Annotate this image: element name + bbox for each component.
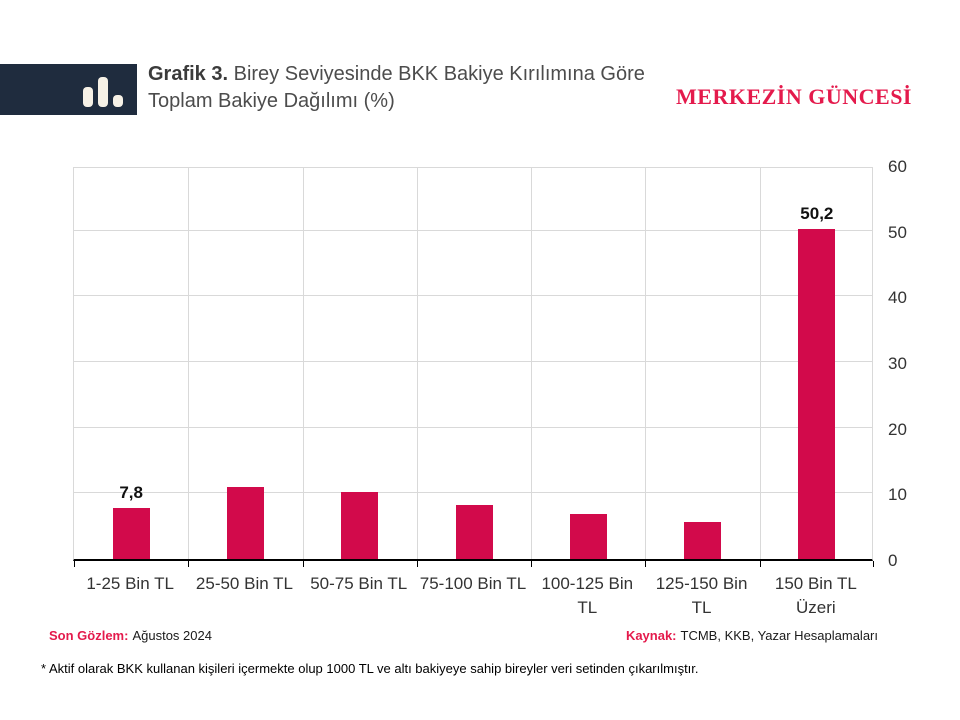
y-tick-label: 50 (888, 222, 907, 242)
x-tick-label: 125-150 Bin TL (655, 574, 748, 617)
gridline-vertical (759, 168, 761, 559)
logo-bar-medium (83, 87, 93, 107)
last-observation: Son Gözlem: Ağustos 2024 (49, 628, 212, 643)
x-tick-label: 150 Bin TL Üzeri (774, 574, 857, 617)
x-axis-tick (74, 561, 75, 567)
bar-chart-icon (83, 77, 123, 107)
last-observation-value: Ağustos 2024 (132, 628, 212, 643)
gridline-vertical (188, 168, 190, 559)
masthead-wordmark: MERKEZİN GÜNCESİ (676, 84, 912, 109)
x-axis-tick (188, 561, 190, 567)
source: Kaynak: TCMB, KKB, Yazar Hesaplamaları (626, 628, 878, 643)
x-tick-label: 75-100 Bin TL (419, 574, 527, 593)
bar (798, 229, 836, 559)
bar-chart-plot-area: 7,8 50,2 (73, 167, 874, 567)
y-tick-label: 20 (888, 419, 907, 439)
chart-title-text: Birey Seviyesinde BKK Bakiye Kırılımına … (148, 63, 645, 112)
x-tick-label: 1-25 Bin TL (86, 574, 174, 593)
gridline-horizontal (74, 361, 872, 362)
chart-title: Grafik 3. Birey Seviyesinde BKK Bakiye K… (148, 61, 708, 115)
x-axis-tick (759, 561, 761, 567)
y-tick-label: 0 (888, 551, 898, 570)
chart-title-prefix: Grafik 3. (148, 63, 229, 85)
bar-value-label: 7,8 (119, 482, 143, 502)
logo-bar-short (113, 95, 123, 107)
source-label: Kaynak: (625, 628, 677, 643)
x-axis-tick (531, 561, 533, 567)
bar (226, 486, 264, 559)
gridline-vertical (645, 168, 647, 559)
gridline-horizontal (74, 426, 872, 428)
x-axis-tick (302, 561, 304, 567)
y-tick-label: 60 (888, 157, 907, 176)
x-axis-tick (873, 561, 874, 567)
x-axis-tick (416, 561, 418, 567)
bar (341, 492, 379, 559)
y-tick-label: 40 (888, 288, 907, 308)
bar (112, 507, 150, 559)
gridline-vertical (416, 168, 418, 559)
bar-value-label: 50,2 (800, 204, 834, 224)
x-tick-label: 100-125 Bin TL (541, 574, 634, 617)
x-axis-tick (645, 561, 647, 567)
x-tick-label: 25-50 Bin TL (195, 574, 293, 593)
bar (455, 504, 493, 559)
logo-bar-tall (98, 77, 108, 107)
gridline-vertical (302, 168, 304, 559)
gridline-vertical (531, 168, 533, 559)
gridline-horizontal (74, 492, 872, 494)
gridline-horizontal (74, 229, 872, 231)
last-observation-label: Son Gözlem: (49, 628, 129, 643)
gridline-horizontal (74, 295, 872, 297)
bar (684, 522, 722, 559)
logo (0, 64, 137, 115)
y-tick-label: 10 (888, 485, 907, 505)
y-tick-label: 30 (888, 354, 907, 373)
footnote: * Aktif olarak BKK kullanan kişileri içe… (41, 661, 699, 676)
y-axis-labels: 0 10 20 30 40 50 60 (888, 157, 948, 570)
source-value: TCMB, KKB, Yazar Hesaplamaları (680, 628, 878, 643)
bar (569, 513, 607, 559)
x-tick-label: 50-75 Bin TL (310, 574, 408, 593)
